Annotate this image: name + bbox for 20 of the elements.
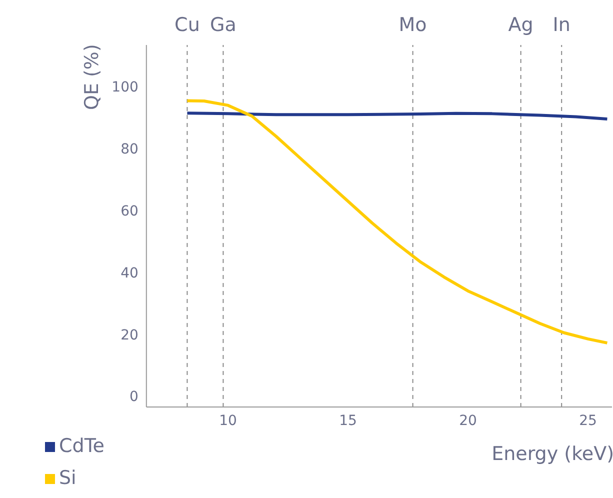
ref-line-label: In bbox=[552, 14, 570, 36]
ref-line-label: Ga bbox=[210, 14, 236, 36]
ref-line-label: Cu bbox=[174, 14, 200, 36]
y-tick-label: 20 bbox=[120, 327, 138, 344]
x-tick-label: 25 bbox=[579, 412, 597, 429]
legend-label: Si bbox=[59, 467, 76, 489]
x-tick-label: 10 bbox=[219, 412, 237, 429]
y-tick-label: 80 bbox=[120, 142, 138, 158]
legend-label: CdTe bbox=[59, 435, 104, 457]
y-axis-title: QE (%) bbox=[80, 44, 103, 110]
y-tick-label: 40 bbox=[120, 265, 138, 282]
x-axis-title: Energy (keV) bbox=[492, 443, 613, 465]
x-tick-label: 15 bbox=[339, 412, 357, 429]
x-tick-label: 20 bbox=[459, 412, 477, 429]
y-tick-label: 100 bbox=[112, 80, 138, 96]
ref-line-label: Mo bbox=[398, 14, 427, 36]
line-series bbox=[186, 99, 609, 344]
y-tick-label: 0 bbox=[129, 389, 138, 406]
ref-line-label: Ag bbox=[508, 14, 534, 36]
y-tick-label: 60 bbox=[120, 204, 138, 220]
